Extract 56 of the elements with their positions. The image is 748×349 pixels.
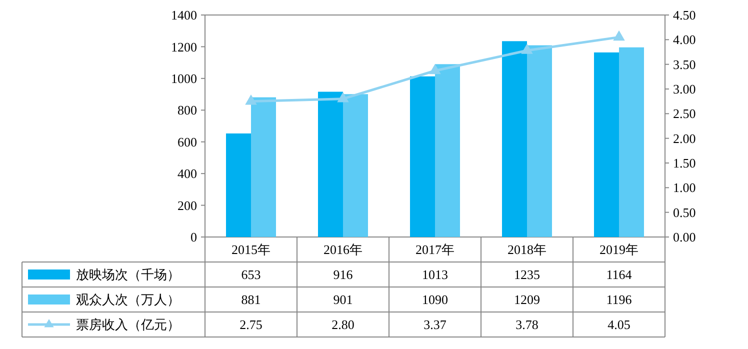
y2-tick-label: 3.50: [673, 56, 696, 72]
data-label: 1090: [422, 292, 448, 308]
x-tick-label: 2017年: [416, 242, 454, 258]
point: [613, 30, 625, 41]
y2-tick-label: 0.00: [673, 230, 696, 245]
bar: [318, 92, 343, 237]
bar: [435, 64, 460, 237]
data-label: 3.78: [516, 317, 538, 332]
data-label: 1013: [422, 267, 448, 282]
legend-label: 票房收入（亿元）: [76, 317, 180, 332]
point: [245, 94, 257, 105]
point: [521, 44, 533, 54]
legend-label: 观众人次（万人）: [76, 292, 180, 308]
data-label: 1209: [514, 292, 540, 308]
y-tick-label: 600: [178, 134, 197, 150]
x-tick-label: 2015年: [232, 242, 270, 258]
x-tick-label: 2019年: [600, 242, 638, 258]
legend-label: 放映场次（千场）: [76, 267, 180, 282]
y-tick-label: 1200: [171, 39, 197, 54]
bar: [226, 133, 251, 237]
bar: [410, 76, 435, 237]
bar: [251, 97, 276, 237]
data-label: 881: [241, 292, 261, 308]
data-label: 1164: [606, 267, 632, 282]
y2-tick-label: 0.50: [673, 204, 696, 220]
y2-tick-label: 3.00: [673, 82, 696, 97]
data-label: 2.75: [240, 317, 262, 332]
y2-tick-label: 4.00: [673, 32, 696, 48]
y-tick-label: 1400: [171, 8, 197, 23]
y-tick-label: 0: [190, 230, 197, 245]
data-label: 3.37: [424, 317, 447, 332]
y-tick-label: 400: [178, 166, 197, 182]
bar: [502, 41, 527, 237]
data-label: 1196: [606, 292, 632, 308]
data-label: 4.05: [608, 317, 630, 332]
y2-tick-label: 4.50: [673, 8, 696, 23]
bar: [594, 52, 619, 237]
data-label: 901: [333, 292, 353, 308]
data-label: 653: [241, 267, 261, 282]
data-label: 2.80: [332, 317, 354, 332]
y2-tick-label: 2.00: [673, 130, 696, 146]
y2-tick-label: 1.00: [673, 180, 696, 196]
y-tick-label: 800: [178, 102, 197, 118]
x-tick-label: 2016年: [324, 242, 362, 258]
y-tick-label: 200: [178, 198, 197, 213]
bar: [527, 45, 552, 237]
point: [337, 92, 349, 102]
bar: [343, 94, 368, 237]
data-label: 916: [333, 267, 354, 282]
y-tick-label: 1000: [171, 70, 197, 86]
data-label: 1235: [514, 267, 540, 282]
y2-tick-label: 1.50: [673, 156, 696, 171]
y2-tick-label: 2.50: [673, 106, 696, 122]
x-tick-label: 2018年: [508, 242, 546, 258]
point: [429, 64, 441, 74]
bar: [619, 47, 644, 237]
